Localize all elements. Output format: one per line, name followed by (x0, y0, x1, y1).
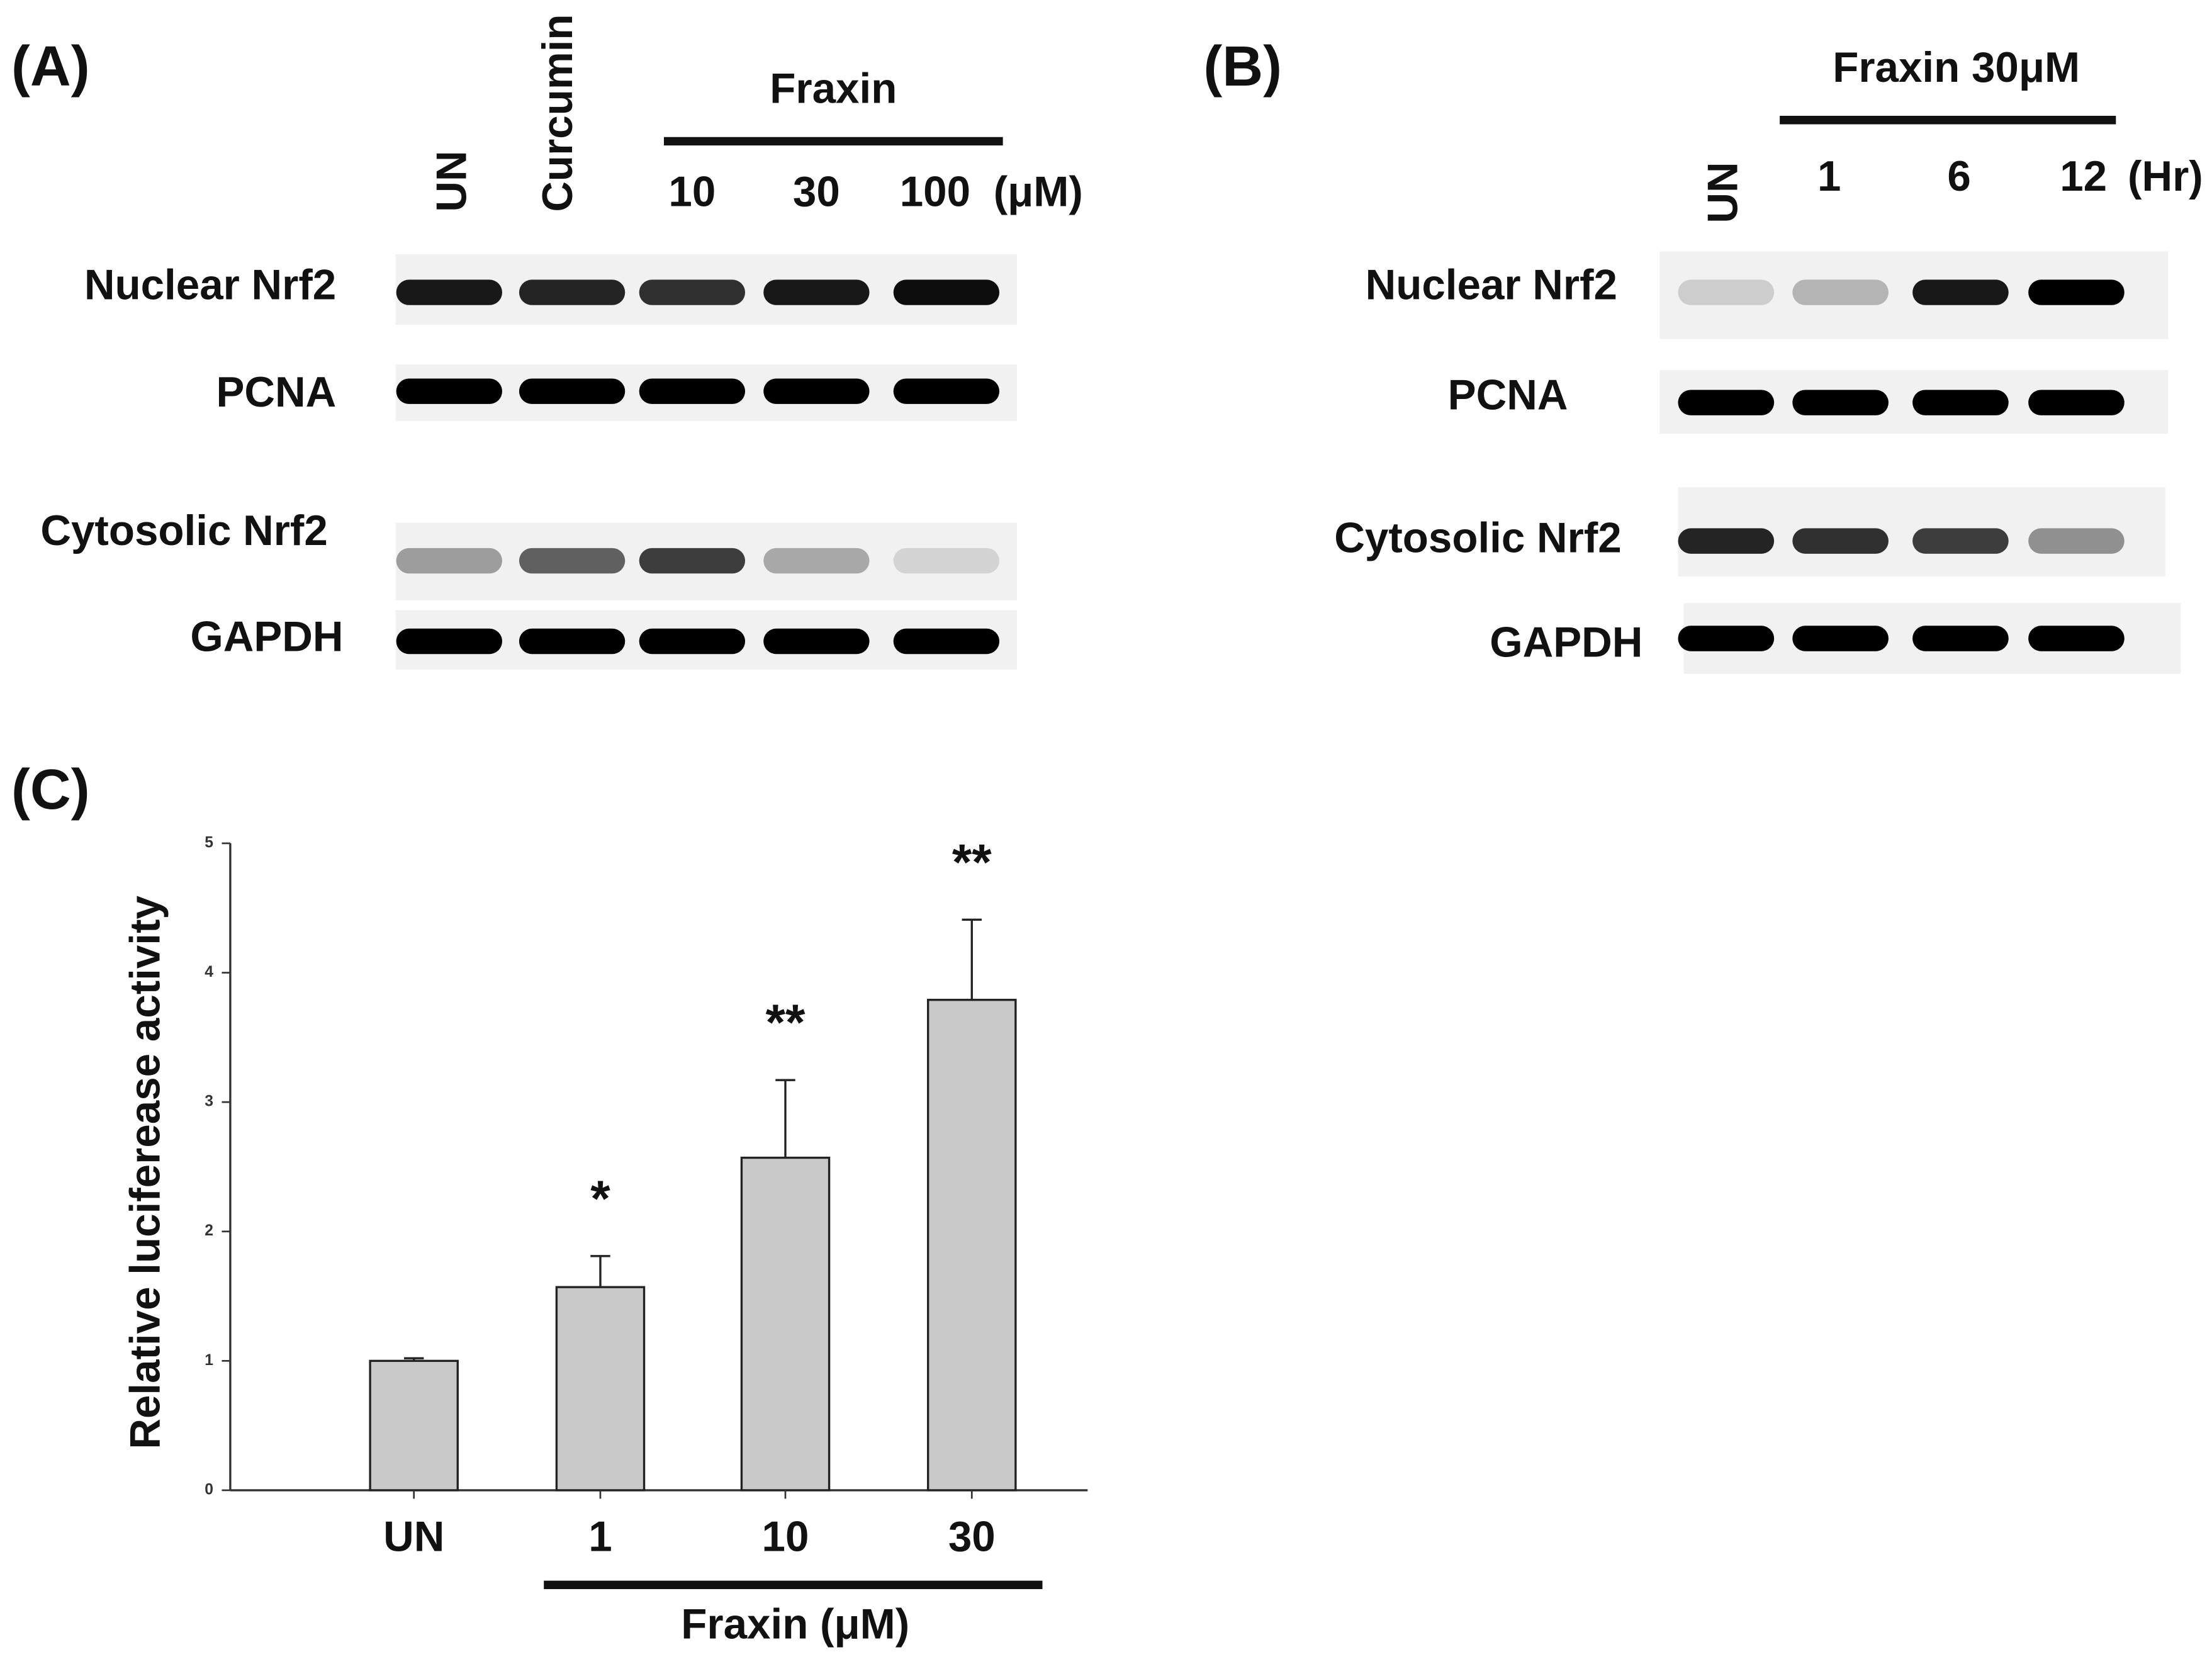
blot-band (893, 548, 1000, 574)
y-tick-label: 1 (205, 1352, 213, 1369)
blot-band (2028, 390, 2125, 415)
significance: ** (952, 834, 992, 891)
lane-label: 30 (793, 169, 840, 216)
lane-label: Curcumin (534, 14, 581, 211)
blot-band (1678, 528, 1775, 554)
blot-band (1912, 390, 2009, 415)
group-label: Fraxin (μM) (681, 1600, 909, 1648)
blot-band (893, 628, 1000, 655)
row-label: Cytosolic Nrf2 (1334, 514, 1621, 561)
significance: * (590, 1171, 610, 1227)
blot-band (1678, 279, 1775, 305)
blot-band (639, 548, 746, 574)
group-label: Fraxin 30μM (1833, 44, 2080, 91)
lane-label: 6 (1947, 153, 1970, 200)
row-label: GAPDH (1490, 619, 1642, 666)
y-tick-label: 4 (205, 964, 213, 981)
blot-band (1792, 390, 1889, 415)
blot-band (1792, 528, 1889, 554)
blot-band (639, 628, 746, 655)
x-tick-label: UN (383, 1513, 444, 1560)
unit-label: (Hr) (2128, 153, 2203, 200)
group-label: Fraxin (770, 65, 897, 113)
blot-band (763, 279, 870, 305)
blot-band (1912, 626, 2009, 651)
significance: ** (766, 994, 806, 1051)
bar (369, 1359, 459, 1492)
y-tick-label: 2 (205, 1222, 213, 1239)
row-label: GAPDH (190, 614, 343, 661)
row-label: Cytosolic Nrf2 (40, 507, 327, 554)
blot-band (396, 548, 502, 574)
bar (555, 1286, 646, 1492)
error-bar (403, 1357, 424, 1361)
error-bar (775, 1079, 795, 1158)
panel-label: (C) (11, 758, 90, 821)
blot-band (1912, 528, 2009, 554)
blot-band (1678, 390, 1775, 415)
x-tick-label: 1 (588, 1513, 612, 1560)
lane-label: UN (1700, 162, 1747, 223)
blot-band (396, 279, 502, 305)
error-bar (962, 918, 982, 1000)
blot-band (763, 628, 870, 655)
blot-band (2028, 528, 2125, 554)
blot-band (396, 628, 502, 655)
blot-band (1912, 279, 2009, 305)
y-tick-label: 0 (205, 1481, 213, 1498)
blot-band (519, 628, 626, 655)
x-tick-label: 10 (762, 1513, 809, 1560)
blot-band (2028, 626, 2125, 651)
y-axis-label: Relative luciferease activity (122, 896, 169, 1449)
unit-label: (μM) (994, 169, 1083, 216)
panel-label: (A) (11, 35, 90, 98)
error-bar (590, 1255, 610, 1288)
blot-band (519, 279, 626, 305)
blot-band (1792, 626, 1889, 651)
lane-label: UN (429, 150, 476, 211)
blot-band (893, 279, 1000, 305)
blot-band (519, 548, 626, 574)
bar (927, 999, 1017, 1492)
blot-band (519, 378, 626, 404)
bar (740, 1156, 831, 1492)
x-tick-label: 30 (948, 1513, 996, 1560)
y-tick-label: 5 (205, 834, 213, 851)
blot-band (1678, 626, 1775, 651)
blot-band (893, 378, 1000, 404)
lane-label: 12 (2060, 153, 2107, 200)
blot-band (639, 378, 746, 404)
row-label: Nuclear Nrf2 (1366, 262, 1617, 309)
blot-band (1792, 279, 1889, 305)
blot-band (639, 279, 746, 305)
blot-band (763, 548, 870, 574)
lane-label: 100 (900, 169, 970, 216)
lane-label: 10 (668, 169, 716, 216)
y-tick-label: 3 (205, 1093, 213, 1110)
blot-band (396, 378, 502, 404)
lane-label: 1 (1817, 153, 1841, 200)
blot-band (2028, 279, 2125, 305)
panel-label: (B) (1203, 35, 1282, 98)
row-label: PCNA (216, 369, 336, 416)
row-label: Nuclear Nrf2 (84, 262, 336, 309)
row-label: PCNA (1448, 372, 1568, 419)
blot-band (763, 378, 870, 404)
